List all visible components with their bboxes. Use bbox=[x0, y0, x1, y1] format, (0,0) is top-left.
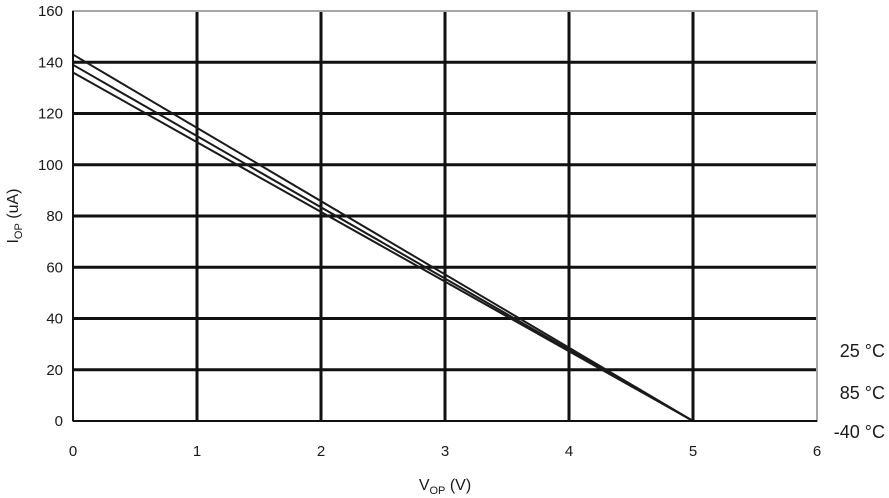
grid bbox=[73, 11, 817, 421]
x-tick-label-3: 3 bbox=[441, 443, 449, 460]
x-tick-label-6: 6 bbox=[813, 443, 821, 460]
y-tick-label-6: 120 bbox=[38, 106, 63, 123]
series-group bbox=[72, 53, 694, 422]
x-axis-label-subscript: OP bbox=[429, 485, 445, 497]
y-axis-label-subscript: OP bbox=[13, 223, 25, 239]
y-tick-label-7: 140 bbox=[38, 54, 63, 71]
x-tick-label-0: 0 bbox=[69, 443, 77, 460]
x-tick-label-2: 2 bbox=[317, 443, 325, 460]
y-tick-label-0: 0 bbox=[55, 413, 63, 430]
y-tick-label-5: 100 bbox=[38, 157, 63, 174]
series-line-2 bbox=[72, 71, 694, 422]
series-line-1 bbox=[72, 53, 694, 422]
series-line-0 bbox=[72, 63, 694, 422]
y-axis-label-unit: (uA) bbox=[5, 188, 22, 223]
y-tick-label-8: 160 bbox=[38, 3, 63, 20]
y-tick-labels: 0 20 40 60 80 100 120 140 160 bbox=[38, 3, 63, 430]
y-tick-label-4: 80 bbox=[46, 208, 63, 225]
legend-entry-1: 85 °C bbox=[840, 383, 885, 403]
y-tick-label-1: 20 bbox=[46, 362, 63, 379]
x-tick-label-1: 1 bbox=[193, 443, 201, 460]
x-axis-label: VOP (V) bbox=[419, 477, 471, 497]
legend-entry-2: -40 °C bbox=[834, 422, 885, 442]
x-tick-label-4: 4 bbox=[565, 443, 573, 460]
legend-entry-0: 25 °C bbox=[840, 341, 885, 361]
x-axis-label-main: V bbox=[419, 477, 430, 494]
legend: 25 °C 85 °C -40 °C bbox=[834, 341, 885, 442]
x-axis-label-unit: (V) bbox=[445, 477, 471, 494]
y-axis-label-main: I bbox=[5, 239, 22, 243]
x-tick-label-5: 5 bbox=[689, 443, 697, 460]
y-tick-label-3: 60 bbox=[46, 259, 63, 276]
x-tick-labels: 0 1 2 3 4 5 6 bbox=[69, 443, 821, 460]
y-axis-label: IOP (uA) bbox=[5, 188, 25, 243]
y-tick-label-2: 40 bbox=[46, 311, 63, 328]
